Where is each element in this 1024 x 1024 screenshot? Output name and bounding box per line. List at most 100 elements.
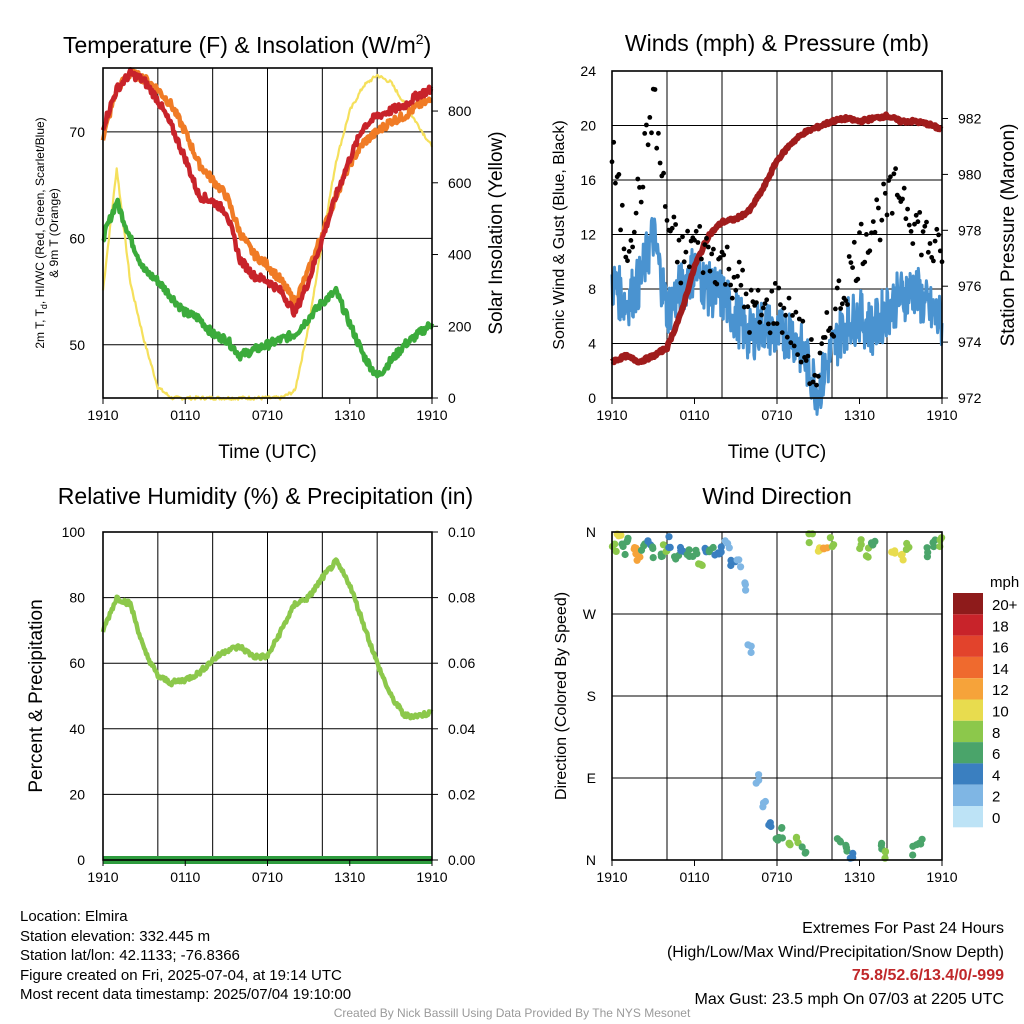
max-gust: Max Gust: 23.5 mph On 07/03 at 2205 UTC xyxy=(694,990,1005,1008)
credit-line: Created By Nick Bassill Using Data Provi… xyxy=(333,1006,691,1020)
legend-swatch xyxy=(953,742,983,764)
y-axis-label-right: Station Pressure (Maroon) xyxy=(998,124,1019,347)
gust-point xyxy=(778,302,783,308)
y-tick-label-left: 20 xyxy=(69,786,85,802)
gust-point xyxy=(790,313,795,318)
gust-point xyxy=(621,246,627,252)
x-tick-label: 1310 xyxy=(844,869,875,885)
direction-point xyxy=(792,833,801,841)
direction-point xyxy=(735,556,743,564)
recent-timestamp: Most recent data timestamp: 2025/07/04 1… xyxy=(20,986,352,1004)
y-tick-label-right: 0.00 xyxy=(448,852,475,868)
y-tick-label-left: 80 xyxy=(69,590,85,606)
gust-point xyxy=(747,330,752,335)
y-tick-label-left: 0 xyxy=(588,390,596,406)
legend-swatch xyxy=(953,678,983,700)
gust-point xyxy=(900,196,905,202)
gust-point xyxy=(783,312,788,318)
gust-point xyxy=(791,343,797,349)
y-tick-label-right: 800 xyxy=(448,103,472,119)
legend-title: mph xyxy=(990,574,1019,591)
y-tick-label-right: 978 xyxy=(958,222,982,238)
chart-title: Wind Direction xyxy=(702,483,852,509)
series-pressure xyxy=(609,111,944,366)
y-tick-label-left: N xyxy=(586,524,596,540)
direction-point xyxy=(637,546,646,554)
direction-point xyxy=(724,539,732,548)
gust-point xyxy=(631,229,637,235)
gust-point xyxy=(905,206,910,212)
direction-point xyxy=(737,563,745,571)
direction-point xyxy=(644,537,652,546)
gust-point xyxy=(626,249,632,254)
figure-created: Figure created on Fri, 2025-07-04, at 19… xyxy=(20,966,342,984)
gust-point xyxy=(767,330,773,336)
direction-point xyxy=(692,546,700,554)
y-tick-label-right: 0.06 xyxy=(448,655,475,671)
y-tick-label-left: 50 xyxy=(69,337,85,353)
x-tick-label: 1910 xyxy=(416,869,447,885)
direction-point xyxy=(717,548,725,556)
gust-point xyxy=(912,221,917,227)
gust-point xyxy=(702,242,708,248)
legend-swatch xyxy=(953,784,983,806)
gust-point xyxy=(784,334,790,340)
series-2m-t xyxy=(100,67,434,318)
chart-humidity: 0 20 40 60 80 100 0.00 0.02 0.04 0.06 0.08 0.10 1910… xyxy=(26,483,475,885)
speed-legend: mph 20+ 18 16 14 12 10 8 6 4 2 0 xyxy=(953,574,1019,828)
x-tick-label: 1910 xyxy=(87,407,118,423)
gust-point xyxy=(913,212,919,218)
y-axis-label-left: Sonic Wind & Gust (Blue, Black) xyxy=(551,120,568,349)
y-tick-label-left: 8 xyxy=(588,281,596,297)
gust-point xyxy=(798,359,804,365)
gust-point xyxy=(908,229,914,234)
gust-point xyxy=(726,266,732,272)
x-tick-label: 1910 xyxy=(926,407,957,423)
x-tick-label: 1910 xyxy=(926,869,957,885)
x-tick-label: 0110 xyxy=(170,869,200,885)
y-tick-label-left: 24 xyxy=(580,63,596,79)
gust-point xyxy=(638,199,644,205)
legend-swatch xyxy=(953,614,983,636)
gust-point xyxy=(671,214,677,220)
gust-point xyxy=(795,352,800,357)
gust-point xyxy=(906,222,912,228)
direction-point xyxy=(689,552,697,561)
y-tick-label-right: 0.10 xyxy=(448,524,475,540)
direction-point xyxy=(611,540,619,548)
gust-point xyxy=(693,228,699,234)
gust-point xyxy=(927,241,933,246)
series-rh xyxy=(100,557,434,721)
gust-point xyxy=(644,122,649,128)
x-axis-label: Time (UTC) xyxy=(218,442,317,463)
gust-point xyxy=(910,241,916,247)
gust-point xyxy=(707,268,713,274)
x-axis-label: Time (UTC) xyxy=(728,442,827,463)
legend-label: 14 xyxy=(992,661,1009,678)
y-axis-label-right: Solar Insolation (Yellow) xyxy=(486,131,507,334)
gust-point xyxy=(635,176,641,182)
gust-point xyxy=(678,280,684,286)
y-tick-label-right: 200 xyxy=(448,318,472,334)
gust-point xyxy=(740,267,745,273)
legend-label: 18 xyxy=(992,618,1009,635)
gust-point xyxy=(656,130,661,136)
direction-point xyxy=(929,538,937,547)
gust-point xyxy=(683,249,689,255)
gust-point xyxy=(735,273,740,279)
gust-point xyxy=(772,281,778,286)
x-tick-label: 0110 xyxy=(170,407,200,423)
gust-point xyxy=(889,210,895,216)
gust-point xyxy=(724,244,730,250)
gust-point xyxy=(692,237,697,243)
gust-point xyxy=(843,298,849,303)
gust-point xyxy=(613,180,618,186)
gust-point xyxy=(630,244,635,250)
direction-point xyxy=(698,561,706,570)
gust-point xyxy=(838,306,843,311)
y-tick-label-right: 600 xyxy=(448,175,472,191)
x-tick-label: 1910 xyxy=(416,407,447,423)
y-tick-label-left: W xyxy=(583,606,597,622)
gust-point xyxy=(717,255,723,260)
